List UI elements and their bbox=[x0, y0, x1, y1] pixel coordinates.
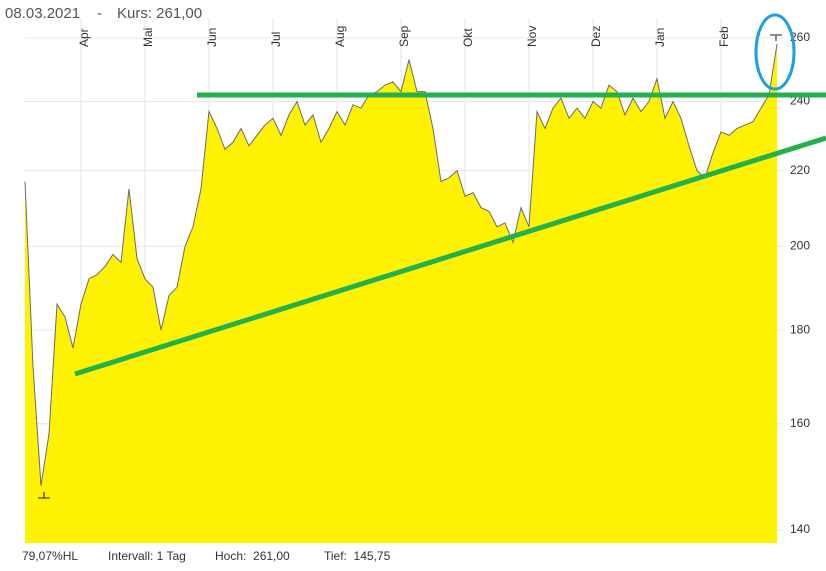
highlight-ellipse bbox=[754, 13, 796, 91]
x-tick-label: Nov bbox=[525, 26, 539, 47]
x-tick-label: Dez bbox=[589, 26, 603, 47]
header-price: Kurs: 261,00 bbox=[117, 5, 202, 22]
x-tick-label: Jun bbox=[205, 28, 219, 47]
x-tick-label: Jul bbox=[269, 32, 283, 47]
y-tick-label: 220 bbox=[790, 163, 810, 177]
footer-interval: Intervall: 1 Tag bbox=[108, 549, 186, 563]
y-tick-label: 180 bbox=[790, 322, 810, 336]
x-tick-label: Feb bbox=[717, 26, 731, 47]
y-tick-label: 200 bbox=[790, 239, 810, 253]
trend-line bbox=[74, 135, 826, 377]
x-tick-label: Apr bbox=[77, 28, 91, 47]
header-date: 08.03.2021 bbox=[5, 5, 80, 22]
area bbox=[25, 44, 777, 544]
footer-high: Hoch: 261,00 bbox=[215, 549, 290, 563]
y-tick-label: 160 bbox=[790, 416, 810, 430]
footer-low: Tief: 145,75 bbox=[324, 549, 391, 563]
y-tick-label: 260 bbox=[790, 30, 810, 44]
annotations bbox=[38, 13, 826, 499]
x-tick-label: Jan bbox=[653, 28, 667, 47]
header-separator: - bbox=[97, 5, 102, 22]
x-tick-label: Okt bbox=[461, 28, 475, 47]
footer-range: 79,07%HL bbox=[22, 549, 78, 563]
y-tick-label: 140 bbox=[790, 522, 810, 536]
x-tick-label: Sep bbox=[397, 25, 411, 47]
x-tick-label: Mai bbox=[141, 28, 155, 47]
x-tick-label: Aug bbox=[333, 26, 347, 47]
